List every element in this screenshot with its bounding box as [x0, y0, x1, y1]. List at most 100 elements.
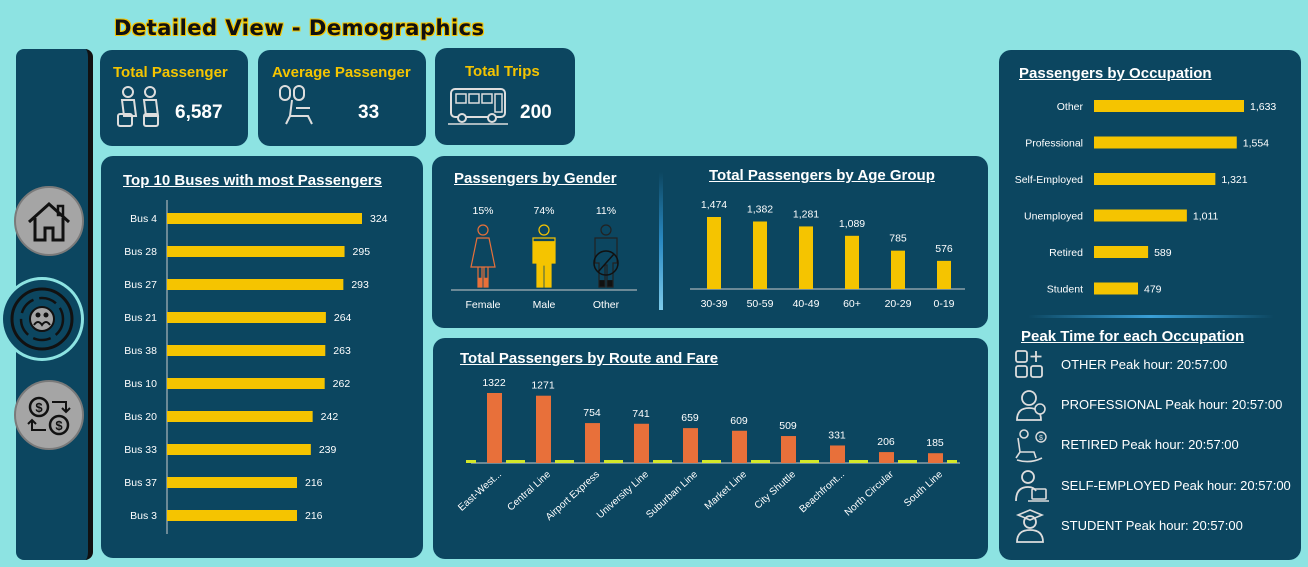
- bar: [167, 279, 344, 290]
- top-buses-chart: Bus 4 324 Bus 28 295 Bus 27 293 Bus 21 264 Bus 3…: [124, 200, 388, 534]
- gender-chart: 15% Female 74% Male 11% Other: [451, 205, 637, 311]
- bar-category-label: City Shuttle: [753, 469, 799, 512]
- route-fare-panel: [433, 338, 988, 559]
- fare-bar: [760, 460, 770, 463]
- bar-category-label: Bus 10: [124, 378, 157, 390]
- nav-demographics-button[interactable]: [0, 277, 84, 361]
- bar: [167, 312, 326, 323]
- kpi-total-passenger: [100, 50, 248, 146]
- professional-icon: [1016, 390, 1046, 421]
- peak-row-professional: PROFESSIONAL Peak hour: 20:57:00: [1014, 388, 1304, 424]
- bar: [891, 250, 905, 289]
- bar-category-label: Self-Employed: [1015, 174, 1083, 186]
- bar-category-label: 20-29: [885, 298, 912, 310]
- fare-bar: [947, 460, 957, 463]
- peak-row-other: OTHER Peak hour: 20:57:00: [1014, 348, 1304, 384]
- grid-plus-icon: [1015, 350, 1043, 378]
- bar: [167, 378, 325, 389]
- seat-icon: [279, 85, 313, 125]
- bar-value-label: 1,382: [747, 203, 773, 215]
- kpi-title: Total Trips: [465, 63, 540, 80]
- bar-value-label: 264: [334, 312, 352, 324]
- bar-category-label: Beachfront...: [798, 469, 847, 515]
- gender-figure-outline: [594, 224, 618, 288]
- gender-category-label: Other: [593, 299, 620, 311]
- peak-time-title: Peak Time for each Occupation: [1021, 328, 1245, 345]
- bar: [1094, 173, 1216, 185]
- gender-title: Passengers by Gender: [454, 170, 617, 187]
- gender-category-label: Male: [533, 299, 556, 311]
- fare-bar: [653, 460, 663, 463]
- bar-value-label: 1,011: [1193, 211, 1219, 223]
- bar-category-label: Student: [1047, 284, 1083, 296]
- svg-text:$: $: [35, 400, 43, 415]
- bar-category-label: 60+: [843, 298, 861, 310]
- bar: [1094, 209, 1187, 222]
- bar-value-label: 1271: [531, 380, 555, 392]
- bar-value-label: 263: [333, 345, 351, 357]
- fare-bar: [466, 460, 476, 463]
- fare-bar: [564, 460, 574, 463]
- nav-home-button[interactable]: [14, 186, 84, 256]
- bar: [1094, 246, 1149, 258]
- bar-value-label: 216: [305, 510, 323, 522]
- bar-value-label: 206: [877, 436, 895, 448]
- bar-value-label: 239: [319, 444, 337, 456]
- bar-value-label: 1,281: [793, 208, 819, 220]
- fare-bar: [809, 460, 819, 463]
- peak-row-retired: $ RETIRED Peak hour: 20:57:00: [1014, 428, 1304, 464]
- bar-value-label: 589: [1154, 247, 1172, 259]
- bar: [167, 213, 362, 224]
- bar: [167, 345, 326, 356]
- bar-category-label: 50-59: [747, 298, 774, 310]
- other-symbol: [593, 250, 619, 276]
- bar-value-label: 185: [926, 437, 944, 449]
- bar-category-label: Bus 27: [124, 279, 157, 291]
- fare-bar: [751, 460, 761, 463]
- fare-bar: [702, 460, 712, 463]
- gender-figure-fill: [478, 277, 488, 287]
- occupation-chart: Other 1,633 Professional 1,554 Self-Employed…: [1015, 100, 1276, 296]
- bar-value-label: 754: [583, 407, 601, 419]
- fare-bar: [800, 460, 810, 463]
- divider: [659, 172, 663, 310]
- bar-value-label: 659: [681, 412, 699, 424]
- gender-figure-fill: [533, 241, 555, 287]
- bar: [1094, 100, 1244, 112]
- fare-bar: [907, 460, 917, 463]
- bar-category-label: Central Line: [506, 469, 554, 514]
- bar-category-label: Suburban Line: [644, 469, 700, 521]
- bar: [799, 226, 813, 289]
- fare-bar: [711, 460, 721, 463]
- peak-row-student: STUDENT Peak hour: 20:57:00: [1014, 509, 1304, 545]
- bar: [1094, 282, 1138, 295]
- bar-category-label: Bus 3: [130, 510, 157, 522]
- bar-value-label: 242: [321, 411, 339, 423]
- nav-finance-button[interactable]: $ $: [14, 380, 84, 450]
- bar-category-label: 0-19: [933, 298, 954, 310]
- fare-bar: [898, 460, 908, 463]
- bar-category-label: 30-39: [701, 298, 728, 310]
- bar-category-label: Bus 20: [124, 411, 157, 423]
- bar-category-label: South Line: [902, 469, 945, 509]
- bar-value-label: 331: [828, 429, 846, 441]
- bar: [634, 423, 649, 463]
- bar-value-label: 741: [632, 408, 650, 420]
- bar-category-label: Professional: [1025, 138, 1083, 150]
- route-fare-title: Total Passengers by Route and Fare: [460, 350, 719, 367]
- gender-pct-label: 11%: [596, 205, 616, 217]
- bar-category-label: Bus 4: [130, 213, 157, 225]
- gender-figure-outline: [470, 224, 496, 288]
- bar: [937, 260, 951, 289]
- peak-text: RETIRED Peak hour: 20:57:00: [1061, 437, 1239, 452]
- svg-text:$: $: [55, 418, 63, 433]
- gender-category-label: Female: [465, 299, 500, 311]
- gender-figure-outline: [532, 224, 556, 288]
- bar-category-label: North Circular: [843, 469, 897, 519]
- bar: [167, 444, 311, 455]
- bar: [753, 221, 767, 289]
- fare-bar: [555, 460, 565, 463]
- bus-icon: [448, 88, 508, 125]
- bar-value-label: 1,633: [1250, 101, 1276, 113]
- bar-value-label: 1,321: [1221, 174, 1247, 186]
